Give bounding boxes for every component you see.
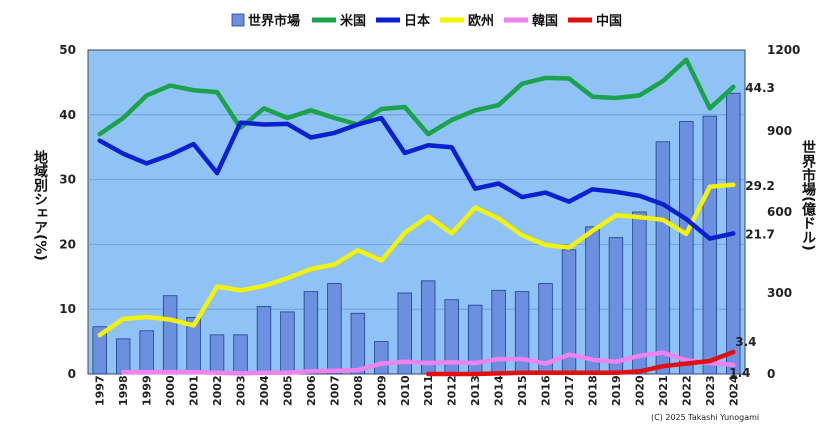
x-tick: 1997 bbox=[94, 375, 107, 406]
x-tick: 2016 bbox=[540, 375, 553, 406]
x-tick: 2010 bbox=[399, 375, 412, 406]
y-left-tick: 40 bbox=[59, 108, 76, 122]
bar-2005 bbox=[280, 311, 295, 375]
y-right-tick: 1200 bbox=[767, 43, 800, 57]
y-right-tick: 900 bbox=[767, 124, 792, 138]
x-tick: 2009 bbox=[375, 375, 388, 406]
bar-2020 bbox=[632, 211, 647, 375]
line-日本 bbox=[97, 115, 736, 241]
end-label: 21.7 bbox=[745, 227, 775, 241]
bar-2008 bbox=[350, 312, 366, 375]
bar-2007 bbox=[327, 283, 342, 375]
bar-2011 bbox=[421, 280, 436, 375]
x-tick: 2001 bbox=[188, 375, 201, 406]
x-tick: 2020 bbox=[633, 375, 646, 406]
y-right-tick: 600 bbox=[767, 205, 792, 219]
y-left-tick: 20 bbox=[59, 237, 76, 251]
legend: 世界市場 米国 日本 欧州 韓国 中国 bbox=[231, 13, 622, 29]
x-tick: 2017 bbox=[563, 375, 576, 406]
bar-2019 bbox=[608, 237, 624, 375]
legend-label: 中国 bbox=[596, 13, 622, 29]
x-tick: 2015 bbox=[516, 375, 529, 406]
end-label: 1.4 bbox=[729, 366, 750, 380]
x-tick: 2019 bbox=[610, 375, 623, 406]
x-tick: 1999 bbox=[141, 375, 154, 406]
line-series bbox=[97, 57, 736, 377]
end-label: 3.4 bbox=[735, 335, 756, 349]
x-tick: 2021 bbox=[657, 375, 670, 406]
x-tick: 2005 bbox=[281, 375, 294, 406]
x-tick: 2003 bbox=[235, 375, 248, 406]
legend-item: 世界市場 bbox=[231, 13, 300, 29]
legend-label: 米国 bbox=[340, 13, 366, 29]
bar-1999 bbox=[139, 330, 154, 375]
bar-2002 bbox=[209, 334, 225, 375]
x-tick: 2011 bbox=[422, 375, 435, 406]
x-tick: 2014 bbox=[493, 375, 506, 406]
copyright-text: (C) 2025 Takashi Yunogami bbox=[651, 413, 759, 422]
bar-2022 bbox=[679, 121, 694, 375]
x-tick: 2007 bbox=[328, 375, 341, 406]
x-tick: 2018 bbox=[586, 375, 599, 406]
bar-1998 bbox=[115, 338, 131, 375]
x-tick: 2002 bbox=[211, 375, 224, 406]
bar-2018 bbox=[585, 226, 600, 375]
legend-item: 米国 bbox=[312, 13, 366, 29]
legend-label: 韓国 bbox=[532, 13, 558, 29]
bar-2000 bbox=[162, 295, 178, 375]
y-left-tick: 0 bbox=[68, 367, 76, 381]
bar-1997 bbox=[92, 326, 107, 375]
x-tick: 2024 bbox=[727, 375, 740, 406]
end-label: 44.3 bbox=[745, 81, 775, 95]
x-tick: 2008 bbox=[352, 375, 365, 406]
bar-series-world-market bbox=[92, 92, 741, 375]
line-欧州 bbox=[97, 182, 736, 338]
end-value-labels: 44.3 29.2 21.7 3.4 1.4 bbox=[729, 81, 775, 380]
legend-swatch bbox=[231, 13, 245, 27]
y-left-tick: 10 bbox=[59, 302, 76, 316]
y-axis-left-title: 地域別シェア(%) bbox=[32, 149, 49, 261]
line-韓国 bbox=[120, 350, 736, 376]
end-label: 29.2 bbox=[745, 179, 775, 193]
y-right-tick: 0 bbox=[767, 367, 775, 381]
legend-item: 欧州 bbox=[440, 13, 494, 29]
bar-2006 bbox=[303, 291, 319, 375]
bar-2021 bbox=[655, 141, 671, 375]
axes: 0 10 20 30 40 50 0 300 600 900 1200 1997 1998 1999 200… bbox=[59, 43, 800, 406]
legend-item: 日本 bbox=[376, 13, 430, 29]
x-tick: 2013 bbox=[469, 375, 482, 406]
legend-item: 中国 bbox=[568, 13, 622, 29]
legend-label: 欧州 bbox=[468, 13, 494, 29]
bar-2023 bbox=[702, 115, 718, 375]
x-tick: 1998 bbox=[117, 375, 130, 406]
y-left-tick: 30 bbox=[59, 173, 76, 187]
line-中国 bbox=[425, 349, 736, 377]
x-tick: 2000 bbox=[164, 375, 177, 406]
x-tick: 2006 bbox=[305, 375, 318, 406]
x-tick: 2012 bbox=[446, 375, 459, 406]
x-tick: 2023 bbox=[704, 375, 717, 406]
legend-item: 韓国 bbox=[504, 13, 558, 29]
bar-2010 bbox=[397, 292, 412, 375]
y-left-tick: 50 bbox=[59, 43, 76, 57]
bar-2009 bbox=[374, 341, 389, 375]
legend-label: 世界市場 bbox=[248, 13, 300, 29]
y-right-tick: 300 bbox=[767, 286, 792, 300]
bar-2004 bbox=[256, 306, 272, 375]
line-米国 bbox=[97, 57, 736, 137]
y-axis-right-title: 世界市場(億ドル) bbox=[800, 139, 816, 250]
bar-2003 bbox=[233, 334, 248, 375]
x-tick: 2004 bbox=[258, 375, 271, 406]
legend-label: 日本 bbox=[404, 13, 430, 29]
x-tick: 2022 bbox=[680, 375, 693, 406]
